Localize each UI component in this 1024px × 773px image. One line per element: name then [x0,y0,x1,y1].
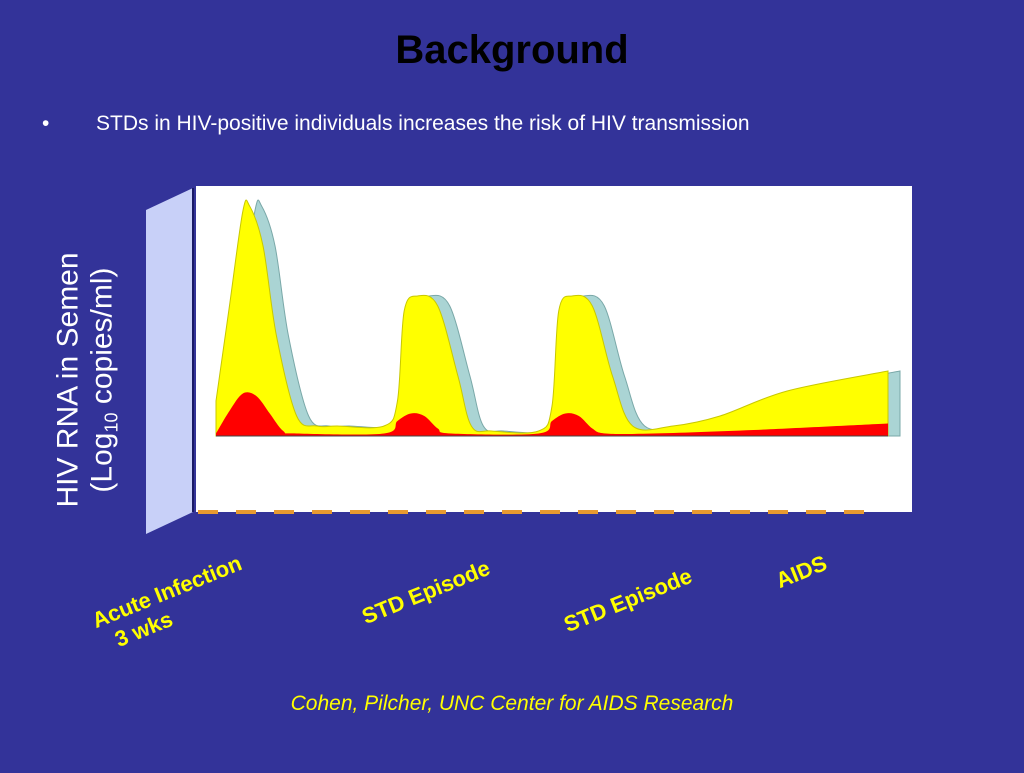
axis-wall [146,188,193,534]
slide-title: Background [395,28,629,72]
source-citation: Cohen, Pilcher, UNC Center for AIDS Rese… [290,692,734,715]
series-blood-area [216,392,888,436]
series-semen-area [215,199,889,437]
y-axis-label: HIV RNA in Semen (Log10 copies/ml) [52,252,129,507]
bullet-point: • STDs in HIV-positive individuals incre… [42,112,750,136]
y-axis-label-line2: (Log10 copies/ml) [85,267,122,493]
bullet-text: STDs in HIV-positive individuals increas… [96,112,750,135]
plot-area [196,186,912,512]
bullet-icon: • [42,112,50,135]
y-axis-label-line1: HIV RNA in Semen [51,252,85,508]
series-layer [215,199,901,437]
